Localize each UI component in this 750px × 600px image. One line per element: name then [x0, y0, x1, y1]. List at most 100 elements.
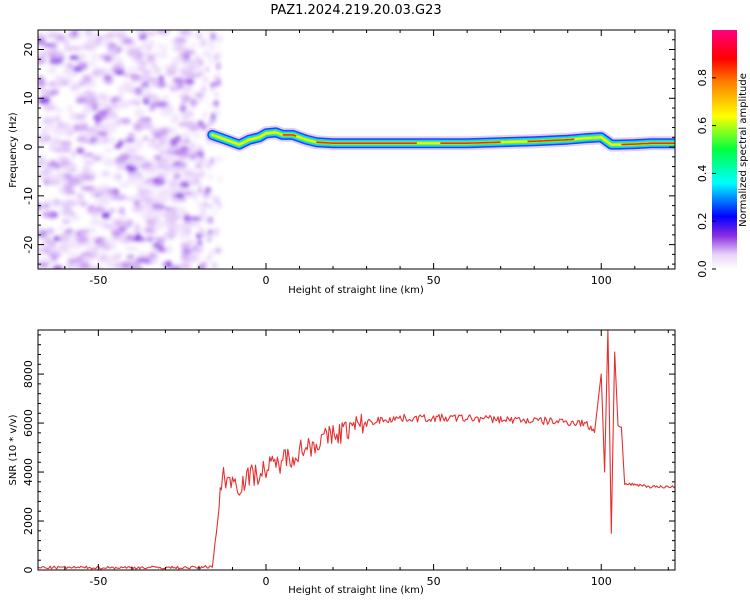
noise-blob — [103, 244, 111, 252]
noise-blob — [58, 78, 68, 84]
noise-blob — [120, 154, 131, 160]
noise-blob — [58, 184, 64, 193]
colorbar-tick-label: 0.0 — [696, 260, 709, 278]
x-tick-label: -50 — [89, 575, 107, 588]
noise-blob — [86, 228, 98, 233]
noise-blob — [80, 255, 94, 262]
noise-blob — [162, 44, 168, 53]
noise-blob — [206, 122, 212, 128]
noise-blob — [158, 237, 164, 246]
noise-blob — [123, 38, 133, 44]
noise-blob — [187, 149, 197, 155]
spectrogram-frame — [37, 29, 676, 270]
noise-blob — [199, 244, 203, 252]
noise-blob — [198, 201, 202, 208]
noise-blob — [54, 115, 61, 123]
noise-blob — [132, 236, 146, 242]
noise-blob — [195, 163, 202, 169]
noise-blob — [156, 30, 170, 35]
noise-blob — [150, 253, 158, 259]
noise-blob — [173, 207, 187, 215]
noise-blob — [182, 112, 188, 121]
noise-blob — [179, 67, 194, 77]
noise-blob — [102, 223, 116, 230]
noise-blob — [210, 234, 214, 240]
noise-blob — [156, 196, 169, 204]
noise-blob — [148, 60, 159, 66]
noise-blob — [140, 75, 149, 82]
noise-blob — [80, 155, 88, 160]
noise-blob — [84, 30, 98, 38]
x-tick-label: 50 — [427, 575, 441, 588]
noise-blob — [62, 173, 73, 178]
noise-blob — [202, 78, 209, 84]
noise-blob — [143, 162, 152, 169]
noise-blob — [206, 162, 212, 170]
noise-blob — [140, 41, 151, 50]
spectrogram-panel: -50 0 50 100 -20 -10 0 10 20 Height of straight … — [8, 29, 676, 296]
noise-blob — [165, 245, 173, 254]
noise-blob — [144, 217, 158, 223]
noise-blob — [170, 196, 178, 201]
noise-blob — [182, 171, 195, 177]
noise-blob — [50, 202, 62, 209]
noise-blob — [108, 111, 118, 119]
noise-blob — [210, 82, 216, 88]
noise-blob — [190, 142, 196, 148]
noise-blob — [153, 155, 162, 161]
ridge-peak — [440, 141, 501, 144]
y-tick-label: 8000 — [22, 360, 35, 388]
noise-blob — [141, 121, 153, 130]
noise-blob — [75, 97, 88, 104]
noise-blob — [159, 109, 173, 117]
noise-blob — [181, 247, 192, 256]
noise-blob — [152, 203, 166, 211]
noise-blob — [50, 174, 65, 182]
noise-blob — [112, 254, 121, 260]
noise-blob — [136, 138, 144, 146]
noise-blob — [134, 204, 144, 213]
noise-blob — [131, 74, 143, 82]
noise-blob — [168, 220, 177, 226]
noise-blob — [67, 257, 80, 264]
noise-blob — [89, 219, 101, 226]
noise-blob — [178, 138, 184, 144]
noise-blob — [137, 59, 148, 66]
noise-blob — [110, 228, 123, 237]
noise-blob — [103, 55, 112, 63]
noise-blob — [38, 262, 50, 267]
y-tick-label: 0 — [22, 144, 35, 151]
noise-blob — [199, 172, 205, 177]
noise-blob — [141, 196, 153, 204]
noise-blob — [125, 81, 135, 88]
noise-blob — [70, 151, 77, 158]
noise-blob — [149, 102, 157, 109]
noise-blob — [117, 139, 124, 147]
noise-blob — [150, 246, 158, 255]
noise-blob — [190, 43, 198, 48]
noise-blob — [213, 196, 220, 205]
noise-blob — [126, 261, 141, 269]
y-tick-label: 6000 — [22, 409, 35, 437]
noise-blob — [38, 33, 46, 40]
noise-blob — [104, 121, 118, 128]
noise-blob — [115, 117, 123, 127]
noise-blob — [217, 46, 221, 50]
noise-blob — [93, 237, 108, 245]
noise-blob — [91, 104, 98, 112]
noise-blob — [161, 137, 169, 145]
noise-blob — [69, 112, 78, 121]
noise-blob — [198, 264, 203, 269]
noise-blob — [134, 100, 141, 107]
noise-blob — [92, 210, 98, 219]
noise-blob — [126, 49, 140, 58]
noise-blob — [143, 226, 154, 232]
y-tick-label: 4000 — [22, 458, 35, 486]
noise-blob — [81, 166, 92, 172]
noise-blob — [75, 237, 85, 244]
noise-blob — [202, 50, 209, 57]
noise-blob — [175, 135, 182, 140]
noise-blob — [76, 147, 85, 154]
spectrogram-xlabel: Height of straight line (km) — [288, 285, 424, 296]
